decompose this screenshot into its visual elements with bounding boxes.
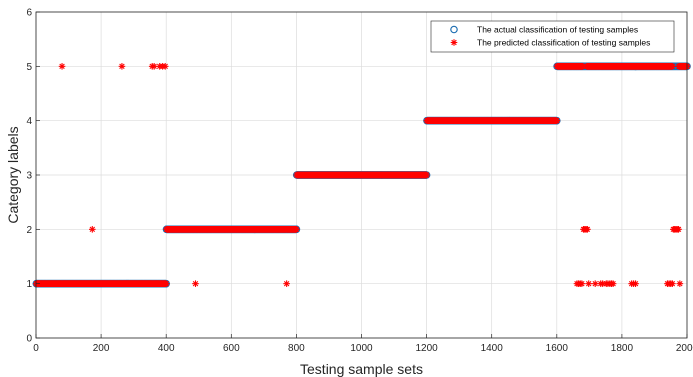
predicted-point (58, 63, 66, 70)
x-axis-label: Testing sample sets (300, 361, 423, 377)
x-tick-label: 600 (223, 343, 240, 354)
y-tick-label: 4 (26, 116, 32, 127)
y-tick-label: 6 (26, 8, 32, 19)
x-tick-label: 1400 (481, 343, 504, 354)
x-tick-label: 1800 (611, 343, 634, 354)
y-tick-label: 2 (26, 225, 32, 236)
predicted-point (609, 280, 617, 287)
legend-asterisk-marker (450, 39, 458, 46)
y-axis-label: Category labels (5, 126, 21, 223)
x-tick-label: 1200 (415, 343, 438, 354)
predicted-point (675, 226, 682, 233)
y-tick-label: 0 (26, 334, 32, 345)
x-tick-label: 1600 (546, 343, 569, 354)
x-tick-label: 200 (93, 343, 110, 354)
legend-entry-actual: The actual classification of testing sam… (477, 25, 638, 35)
predicted-point (585, 280, 592, 287)
predicted-point (89, 226, 96, 233)
predicted-point (161, 63, 169, 70)
legend-star-glyph (450, 39, 458, 46)
predicted-point (118, 63, 126, 70)
predicted-point (162, 280, 170, 287)
predicted-point (669, 280, 676, 287)
predicted-point (632, 280, 639, 287)
legend-entry-predicted: The predicted classification of testing … (477, 38, 650, 48)
predicted-point (423, 171, 430, 179)
x-tick-label: 800 (288, 343, 305, 354)
y-tick-label: 1 (26, 279, 32, 290)
legend: The actual classification of testing sam… (430, 20, 675, 53)
x-tick-label: 400 (158, 343, 175, 354)
predicted-point (584, 226, 591, 233)
x-tick-label: 0 (33, 343, 39, 354)
predicted-point (293, 226, 300, 233)
x-tick-label: 1000 (350, 343, 373, 354)
y-tick-label: 5 (26, 62, 32, 73)
predicted-point (192, 280, 199, 287)
predicted-point (578, 280, 586, 287)
predicted-series (33, 63, 691, 287)
y-tick-label: 3 (26, 171, 32, 182)
predicted-point (283, 280, 290, 287)
predicted-point (553, 117, 561, 124)
predicted-point (669, 63, 676, 70)
predicted-point (676, 280, 684, 287)
